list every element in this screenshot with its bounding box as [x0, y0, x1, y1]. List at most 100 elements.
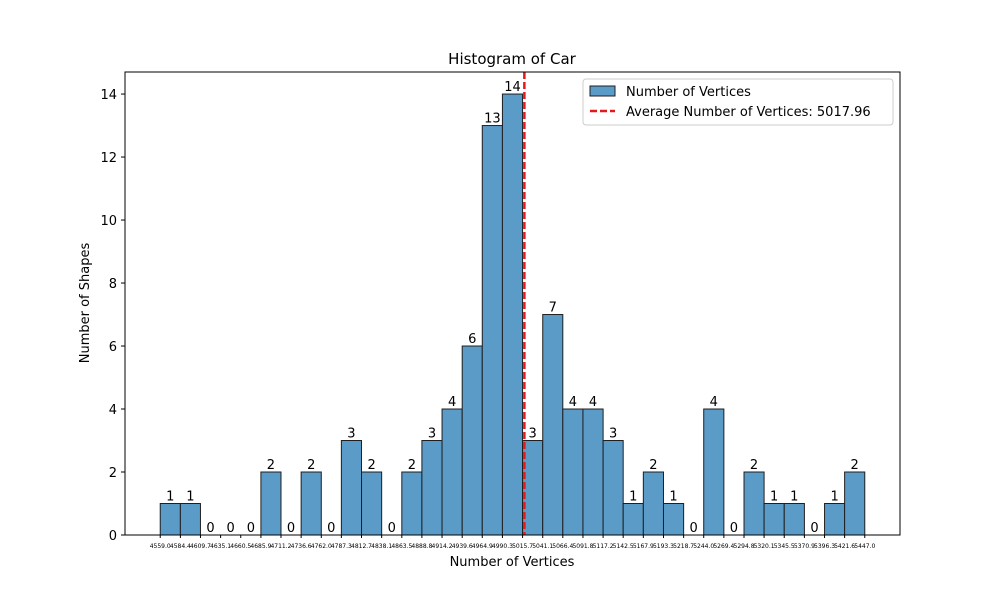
- histogram-bar: [662, 503, 685, 536]
- y-tick-label: 6: [109, 340, 117, 355]
- bar-count-label: 2: [367, 458, 375, 473]
- x-tick-label: 4711.2: [270, 543, 291, 550]
- histogram-bar: [582, 408, 604, 536]
- bar-count-label: 0: [247, 521, 255, 536]
- x-tick-label: 5015.7: [512, 543, 533, 550]
- histogram-bar: [300, 471, 322, 536]
- x-tick-label: 5269.4: [713, 543, 734, 550]
- x-tick-label: 4914.2: [432, 543, 453, 550]
- bar-count-label: 14: [504, 80, 521, 95]
- bar-count-label: 1: [186, 490, 194, 505]
- bar-count-label: 2: [649, 458, 657, 473]
- x-tick-label: 4939.6: [452, 543, 473, 550]
- x-tick-label: 5117.2: [593, 543, 614, 550]
- legend: Number of Vertices Average Number of Ver…: [582, 78, 894, 126]
- x-tick-label: 4762.0: [311, 543, 332, 550]
- x-tick-label: 4888.8: [411, 543, 432, 550]
- y-axis-label: Number of Shapes: [78, 243, 93, 364]
- bar-count-label: 0: [388, 521, 396, 536]
- x-axis-label: Number of Vertices: [450, 555, 575, 570]
- histogram-bar: [562, 408, 584, 536]
- histogram-bar: [159, 503, 181, 536]
- bar-count-label: 0: [327, 521, 335, 536]
- bar-count-label: 3: [529, 427, 537, 442]
- y-tick-label: 14: [100, 88, 117, 103]
- bar-count-label: 2: [307, 458, 315, 473]
- legend-entry-mean: Average Number of Vertices: 5017.96: [626, 105, 871, 120]
- x-tick-label: 5294.8: [734, 543, 755, 550]
- x-tick-label: 5421.6: [834, 543, 855, 550]
- bar-count-label: 1: [830, 490, 838, 505]
- bars-layer: [159, 93, 866, 536]
- histogram-bar: [622, 503, 644, 536]
- histogram-bar: [542, 314, 564, 536]
- bar-count-label: 0: [810, 521, 818, 536]
- x-tick-label: 5244.0: [693, 543, 714, 550]
- bar-count-label: 0: [206, 521, 214, 536]
- x-tick-label: 4609.7: [190, 543, 211, 550]
- x-tick-label: 5193.3: [653, 543, 674, 550]
- bar-count-label: 1: [790, 490, 798, 505]
- histogram-bar: [361, 471, 383, 536]
- bar-count-label: 4: [448, 395, 456, 410]
- histogram-bar: [824, 503, 846, 536]
- x-tick-label: 4964.9: [472, 543, 493, 550]
- y-tick-label: 4: [109, 403, 117, 418]
- bar-count-label: 0: [730, 521, 738, 536]
- chart-title: Histogram of Car: [448, 50, 576, 68]
- x-tick-label: 5041.1: [532, 543, 553, 550]
- y-tick-label: 10: [100, 214, 117, 229]
- y-axis-ticks: 0 2 4 6 8 10 12 14: [100, 88, 125, 544]
- x-tick-label: 5167.9: [633, 543, 654, 550]
- bar-count-label: 3: [428, 427, 436, 442]
- bar-count-label: 0: [227, 521, 235, 536]
- bar-count-label: 3: [609, 427, 617, 442]
- bar-count-label: 3: [347, 427, 355, 442]
- bar-count-label: 1: [770, 490, 778, 505]
- y-tick-label: 0: [109, 529, 117, 544]
- histogram-bar: [602, 440, 624, 536]
- x-tick-label: 5091.8: [572, 543, 593, 550]
- histogram-bar: [179, 503, 201, 536]
- x-tick-label: 5320.1: [754, 543, 775, 550]
- bar-count-label: 0: [690, 521, 698, 536]
- histogram-bar: [441, 408, 463, 536]
- histogram-bar: [844, 471, 866, 536]
- histogram-bar: [783, 503, 805, 536]
- bar-count-label: 2: [750, 458, 758, 473]
- histogram-bar: [340, 440, 363, 536]
- x-tick-label: 5447.0: [854, 543, 875, 550]
- bar-count-label: 2: [408, 458, 416, 473]
- bar-count-label: 1: [166, 490, 174, 505]
- legend-box: [582, 78, 894, 126]
- histogram-bar: [421, 440, 443, 536]
- x-tick-label: 4812.7: [351, 543, 372, 550]
- bar-count-label: 2: [851, 458, 859, 473]
- bar-count-label: 4: [569, 395, 577, 410]
- plot-area-frame: [124, 71, 901, 536]
- legend-patch-bars: [589, 85, 616, 97]
- histogram-bar: [763, 503, 785, 536]
- legend-entry-bars: Number of Vertices: [626, 85, 751, 100]
- x-tick-label: 4736.6: [291, 543, 312, 550]
- histogram-bar: [401, 471, 423, 536]
- axes-frame: [124, 71, 901, 536]
- histogram-bar: [501, 93, 524, 536]
- x-tick-label: 4787.3: [331, 543, 352, 550]
- x-tick-label: 4584.4: [170, 543, 191, 550]
- histogram-bar: [481, 125, 503, 536]
- x-tick-label: 4863.5: [391, 543, 412, 550]
- x-tick-label: 5370.9: [794, 543, 815, 550]
- x-tick-label: 5396.3: [814, 543, 835, 550]
- x-tick-label: 5142.5: [613, 543, 634, 550]
- x-tick-label: 4990.3: [492, 543, 513, 550]
- bar-count-label: 4: [589, 395, 597, 410]
- histogram-bar: [743, 471, 765, 536]
- histogram-bar: [260, 471, 282, 536]
- bar-count-label: 0: [287, 521, 295, 536]
- x-tick-label: 5066.4: [552, 543, 573, 550]
- x-tick-label: 4559.0: [150, 543, 171, 550]
